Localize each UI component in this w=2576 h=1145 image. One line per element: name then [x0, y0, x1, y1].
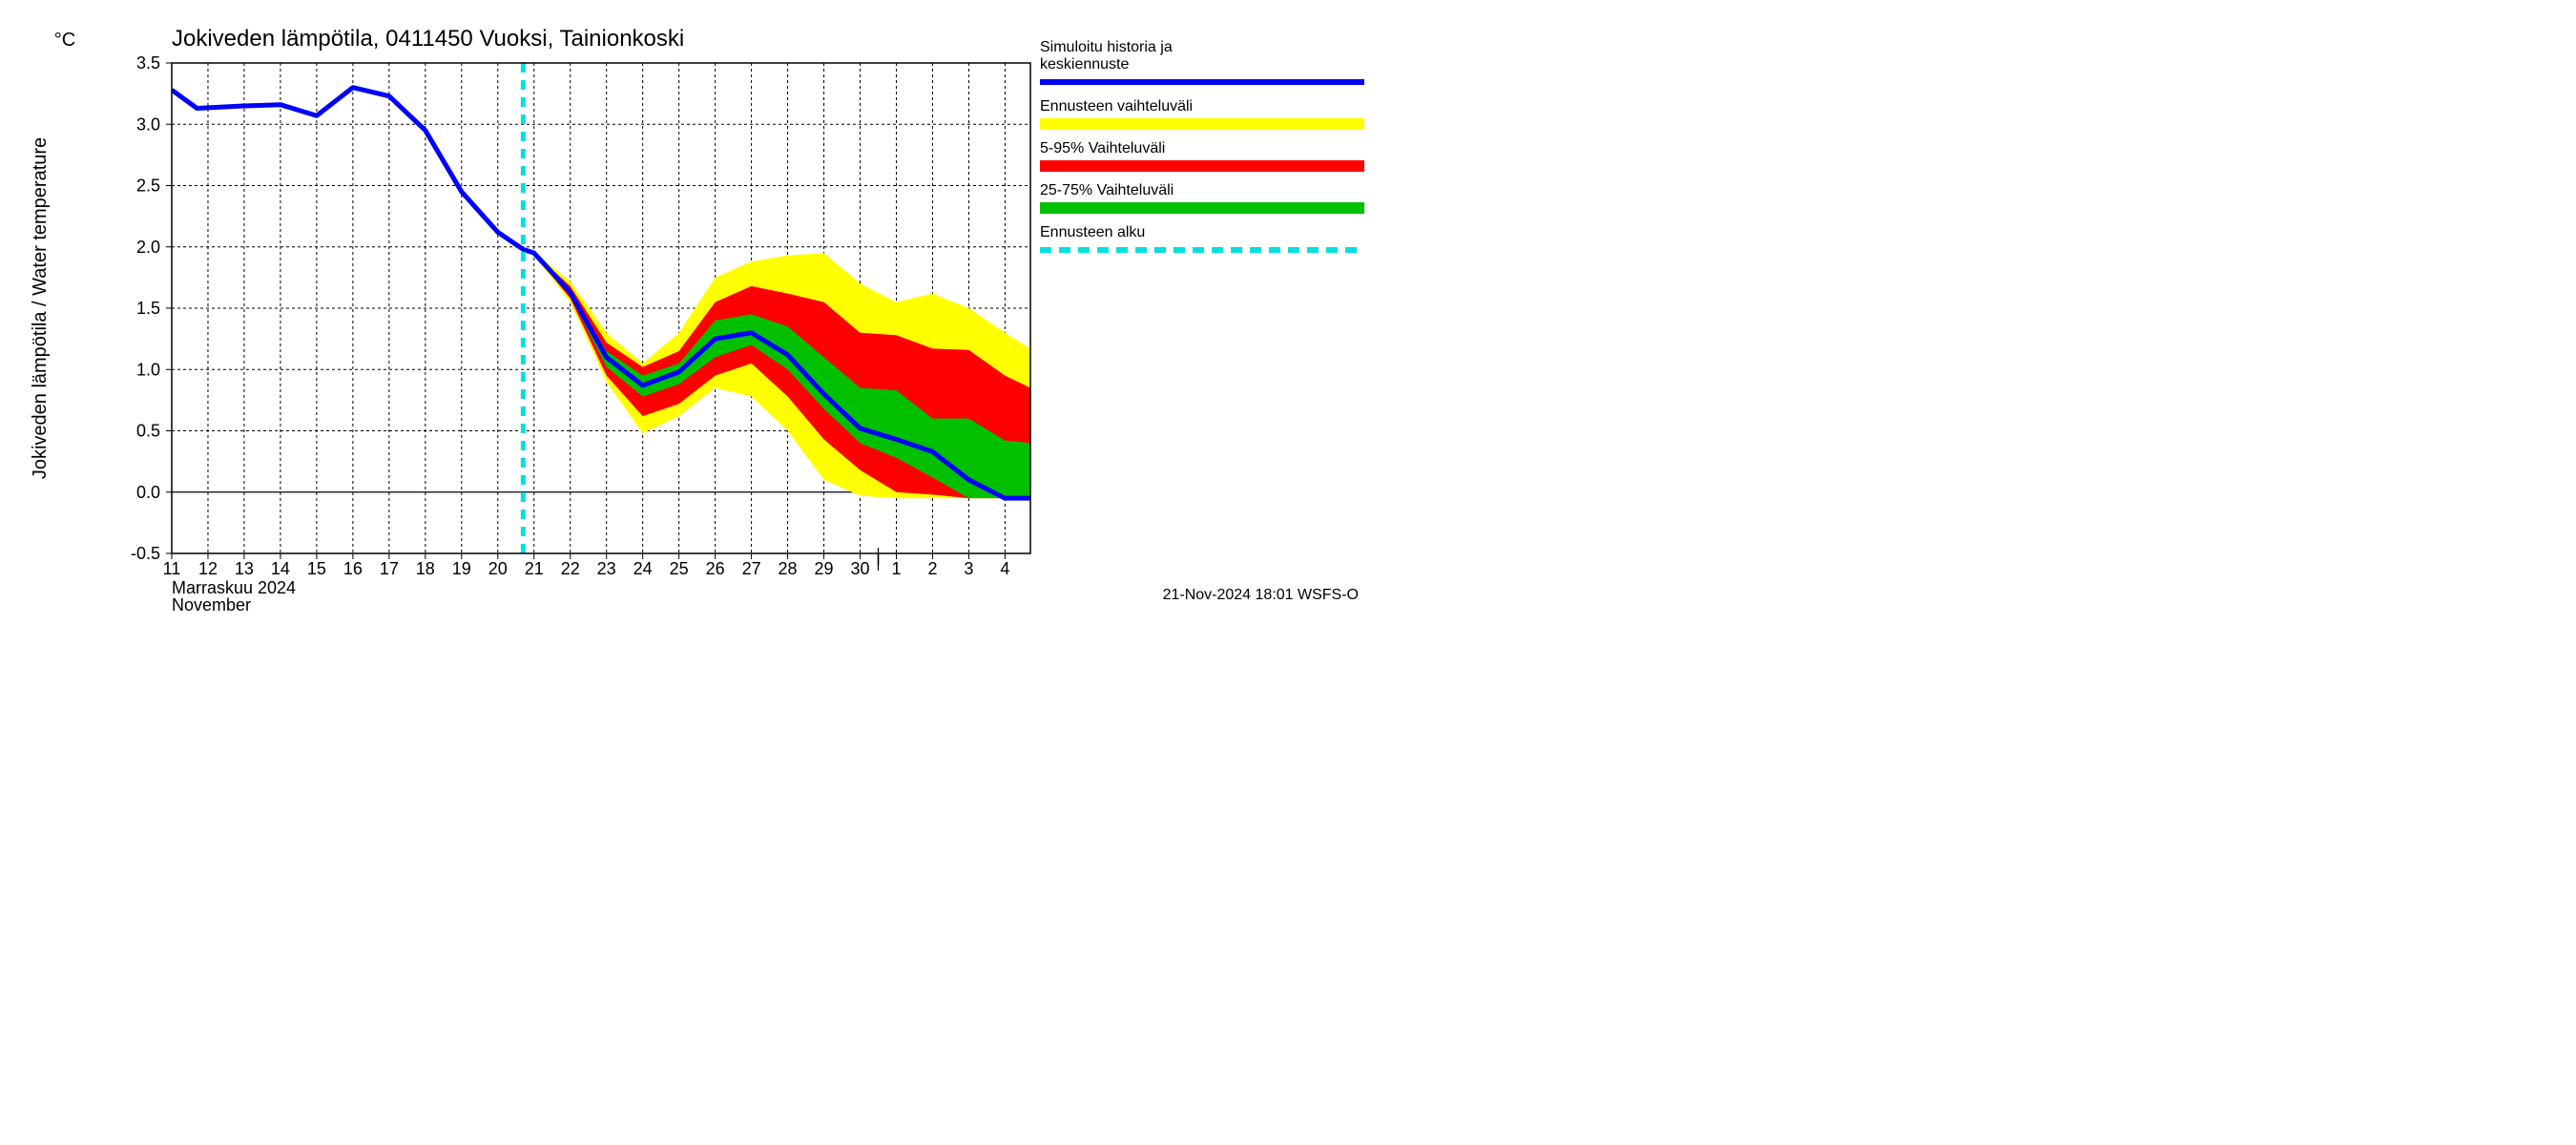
- legend-label: 25-75% Vaihteluväli: [1040, 182, 1174, 198]
- temperature-chart: 1112131415161718192021222324252627282930…: [0, 0, 1374, 611]
- x-tick-label: 30: [851, 559, 870, 578]
- x-tick-label: 11: [163, 559, 181, 578]
- y-axis-unit: °C: [54, 30, 75, 51]
- y-tick-label: 2.0: [136, 238, 160, 257]
- legend-label: Ennusteen vaihteluväli: [1040, 98, 1193, 114]
- x-tick-label: 25: [670, 559, 689, 578]
- y-tick-label: 3.5: [136, 53, 160, 73]
- x-tick-label: 19: [452, 559, 471, 578]
- legend-label: Simuloitu historia ja: [1040, 39, 1173, 55]
- legend-label: keskiennuste: [1040, 56, 1129, 73]
- x-tick-label: 26: [706, 559, 725, 578]
- legend-swatch-icon: [1040, 160, 1364, 172]
- y-tick-label: 3.0: [136, 114, 160, 134]
- chart-container: 1112131415161718192021222324252627282930…: [0, 0, 1374, 611]
- y-tick-label: 1.5: [136, 299, 160, 318]
- month-label: Marraskuu 2024: [172, 578, 296, 597]
- legend-label: 5-95% Vaihteluväli: [1040, 140, 1165, 156]
- x-tick-label: 27: [742, 559, 761, 578]
- x-tick-label: 2: [927, 559, 937, 578]
- legend-swatch-icon: [1040, 202, 1364, 214]
- y-tick-label: 1.0: [136, 360, 160, 379]
- x-tick-label: 21: [525, 559, 544, 578]
- x-tick-label: 13: [235, 559, 254, 578]
- chart-title: Jokiveden lämpötila, 0411450 Vuoksi, Tai…: [172, 26, 684, 52]
- chart-footer: 21-Nov-2024 18:01 WSFS-O: [1163, 587, 1359, 603]
- legend-label: Ennusteen alku: [1040, 224, 1145, 240]
- x-tick-label: 12: [198, 559, 218, 578]
- x-tick-label: 20: [488, 559, 508, 578]
- y-tick-label: -0.5: [131, 544, 160, 563]
- x-tick-label: 1: [891, 559, 901, 578]
- y-tick-label: 0.5: [136, 422, 160, 441]
- x-tick-label: 22: [561, 559, 580, 578]
- legend-swatch-icon: [1040, 118, 1364, 130]
- y-tick-label: 0.0: [136, 483, 160, 502]
- x-tick-label: 23: [597, 559, 616, 578]
- x-tick-label: 4: [1000, 559, 1009, 578]
- y-axis-label: Jokiveden lämpötila / Water temperature: [30, 137, 51, 479]
- x-tick-label: 29: [815, 559, 834, 578]
- x-tick-label: 24: [634, 559, 653, 578]
- x-tick-label: 28: [779, 559, 798, 578]
- x-tick-label: 18: [416, 559, 435, 578]
- x-tick-label: 15: [307, 559, 326, 578]
- x-tick-label: 3: [964, 559, 973, 578]
- x-tick-label: 16: [343, 559, 363, 578]
- x-tick-label: 17: [380, 559, 399, 578]
- x-tick-label: 14: [271, 559, 290, 578]
- y-tick-label: 2.5: [136, 177, 160, 196]
- month-label: November: [172, 595, 251, 611]
